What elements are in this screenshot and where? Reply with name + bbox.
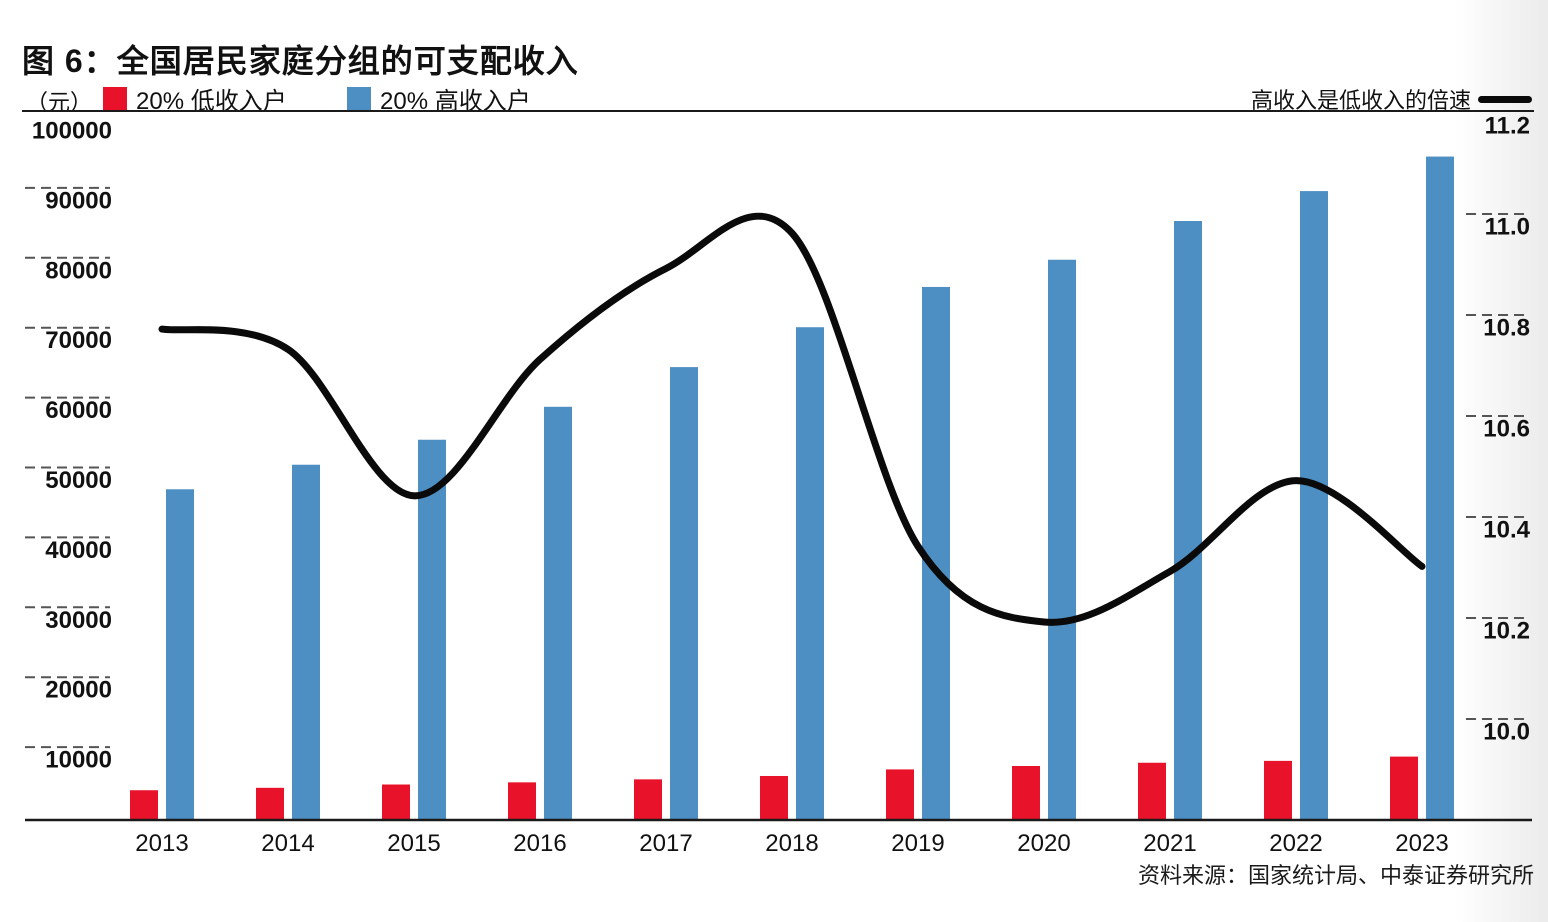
legend-line-mark-icon bbox=[1478, 95, 1532, 103]
bar-low-2019 bbox=[886, 769, 914, 820]
right-axis-tick-label-10.6: 10.6 bbox=[1483, 416, 1530, 443]
x-tick-label-2014: 2014 bbox=[261, 830, 314, 857]
right-axis-tick-label-10.8: 10.8 bbox=[1483, 315, 1530, 342]
bar-low-2023 bbox=[1390, 756, 1418, 820]
bar-high-2022 bbox=[1300, 191, 1328, 820]
x-tick-label-2022: 2022 bbox=[1269, 830, 1322, 857]
x-tick-label-2016: 2016 bbox=[513, 830, 566, 857]
x-tick-label-2017: 2017 bbox=[639, 830, 692, 857]
left-axis-tick-label-90000: 90000 bbox=[45, 187, 112, 214]
left-axis-tick-label-50000: 50000 bbox=[45, 467, 112, 494]
right-axis-tick-label-11.2: 11.2 bbox=[1485, 113, 1530, 140]
figure-title: 图 6：全国居民家庭分组的可支配收入 bbox=[22, 43, 579, 79]
bar-low-2022 bbox=[1264, 760, 1292, 820]
bar-low-2020 bbox=[1012, 765, 1040, 820]
left-axis-tick-label-40000: 40000 bbox=[45, 537, 112, 564]
bar-low-2014 bbox=[256, 787, 284, 820]
legend-swatch-high-icon bbox=[347, 86, 371, 110]
right-axis-tick-label-10.4: 10.4 bbox=[1483, 517, 1530, 544]
source-note: 资料来源：国家统计局、中泰证券研究所 bbox=[1137, 863, 1534, 888]
left-axis-tick-label-30000: 30000 bbox=[45, 607, 112, 634]
left-axis-tick-label-10000: 10000 bbox=[45, 747, 112, 774]
left-axis-tick-label-20000: 20000 bbox=[45, 677, 112, 704]
left-axis-tick-label-60000: 60000 bbox=[45, 397, 112, 424]
bar-low-2016 bbox=[508, 782, 536, 820]
x-tick-label-2013: 2013 bbox=[135, 830, 188, 857]
header-separator bbox=[22, 110, 1534, 112]
bar-low-2018 bbox=[760, 775, 788, 820]
x-tick-label-2021: 2021 bbox=[1143, 830, 1196, 857]
bar-high-2014 bbox=[292, 464, 320, 820]
bar-high-2020 bbox=[1048, 259, 1076, 820]
bar-low-2017 bbox=[634, 779, 662, 820]
bar-high-2018 bbox=[796, 327, 824, 820]
left-axis-tick-label-70000: 70000 bbox=[45, 327, 112, 354]
left-axis-tick-label-100000: 100000 bbox=[32, 118, 112, 145]
x-tick-label-2019: 2019 bbox=[891, 830, 944, 857]
x-tick-label-2018: 2018 bbox=[765, 830, 818, 857]
bar-high-2015 bbox=[418, 439, 446, 820]
bar-low-2021 bbox=[1138, 762, 1166, 820]
bar-high-2016 bbox=[544, 406, 572, 820]
bar-high-2013 bbox=[166, 489, 194, 820]
legend-swatch-low-icon bbox=[103, 86, 127, 110]
right-axis-tick-label-11.0: 11.0 bbox=[1485, 214, 1530, 241]
bar-low-2015 bbox=[382, 784, 410, 820]
legend-item-ratio: 高收入是低收入的倍速 bbox=[1250, 86, 1532, 113]
x-tick-label-2015: 2015 bbox=[387, 830, 440, 857]
left-axis-tick-label-80000: 80000 bbox=[45, 257, 112, 284]
legend-label-ratio: 高收入是低收入的倍速 bbox=[1250, 88, 1471, 113]
bar-high-2021 bbox=[1174, 221, 1202, 821]
bar-high-2017 bbox=[670, 367, 698, 820]
bar-high-2023 bbox=[1426, 156, 1454, 820]
x-tick-label-2023: 2023 bbox=[1395, 830, 1448, 857]
ratio-line bbox=[158, 212, 1426, 626]
right-axis-tick-label-10.0: 10.0 bbox=[1483, 719, 1530, 746]
x-tick-label-2020: 2020 bbox=[1017, 830, 1070, 857]
bar-low-2013 bbox=[130, 790, 158, 820]
right-axis-tick-label-10.2: 10.2 bbox=[1483, 618, 1530, 645]
